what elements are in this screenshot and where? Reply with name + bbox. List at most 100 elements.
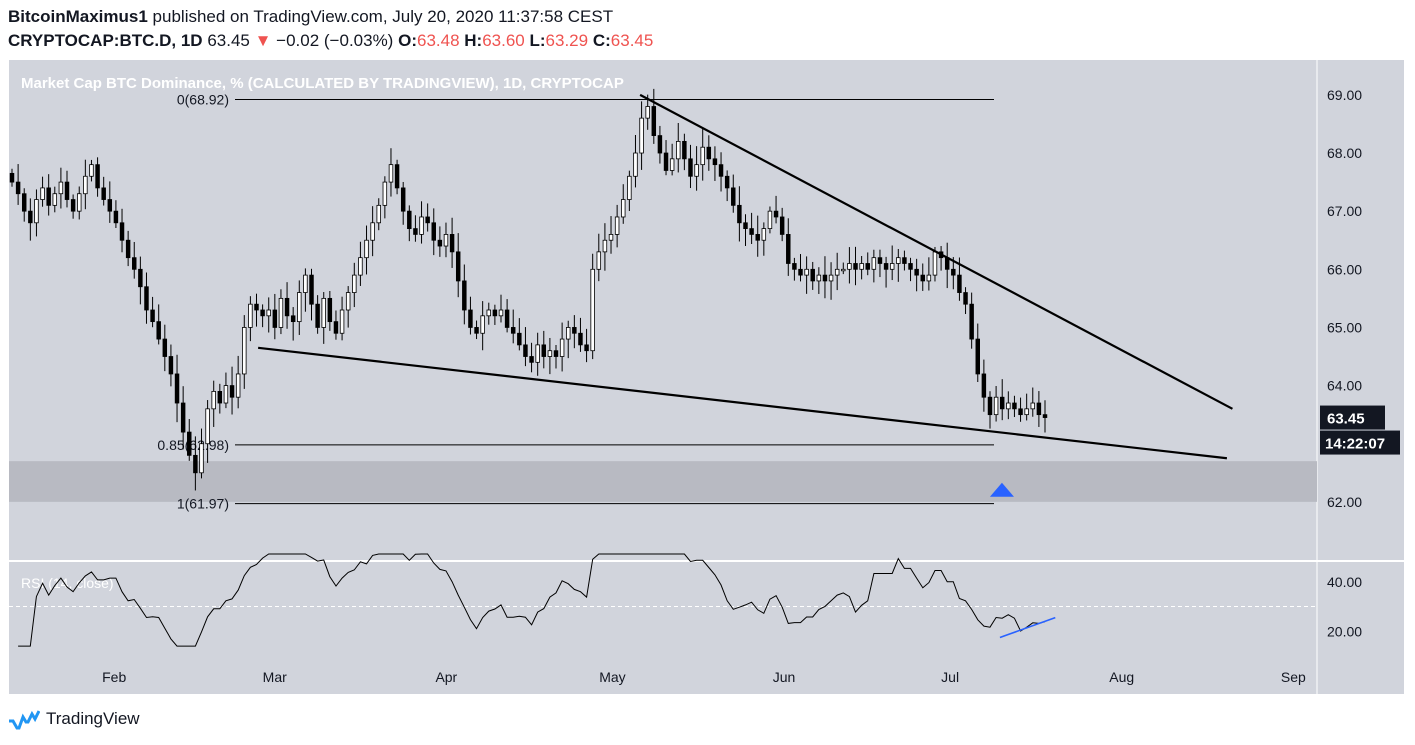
- countdown-tag-text: 14:22:07: [1325, 436, 1385, 453]
- candle-body: [621, 199, 626, 218]
- candle-body: [590, 268, 595, 352]
- candle-body: [290, 315, 296, 323]
- candle-body: [492, 309, 498, 317]
- candle-body: [64, 181, 70, 200]
- candle-body: [889, 263, 895, 270]
- chart-container[interactable]: Market Cap BTC Dominance, % (CALCULATED …: [9, 60, 1404, 699]
- candle-body: [694, 164, 699, 177]
- price-tick-label: 62.00: [1327, 494, 1362, 510]
- open-label: O:: [398, 31, 417, 50]
- candle-body: [657, 135, 663, 154]
- tradingview-brand[interactable]: TradingView: [46, 709, 140, 728]
- candle-body: [364, 239, 369, 259]
- candle-body: [333, 321, 339, 334]
- time-tick-label: Feb: [102, 669, 126, 685]
- candle-body: [345, 292, 351, 311]
- candle-body: [847, 263, 852, 270]
- candle-body: [969, 303, 974, 340]
- candle-body: [205, 408, 210, 445]
- candle-body: [504, 309, 510, 328]
- candle-body: [498, 309, 504, 317]
- candle-body: [46, 187, 51, 206]
- candle-body: [565, 327, 571, 340]
- candle-body: [602, 239, 608, 253]
- candle-body: [700, 146, 705, 166]
- candle-body: [767, 210, 773, 230]
- open-value: 63.48: [416, 31, 460, 50]
- candle-body: [951, 268, 956, 276]
- chart-svg[interactable]: Market Cap BTC Dominance, % (CALCULATED …: [9, 60, 1404, 694]
- candle-body: [407, 210, 412, 230]
- last-price: 63.45: [207, 31, 250, 50]
- candle-body: [737, 204, 742, 224]
- candle-body: [40, 187, 45, 200]
- candle-body: [138, 268, 143, 288]
- candle-body: [278, 297, 284, 328]
- candle-body: [676, 140, 681, 160]
- candle-body: [1006, 402, 1011, 410]
- candle-body: [309, 274, 314, 305]
- candle-body: [804, 268, 809, 276]
- time-tick-label: Sep: [1281, 669, 1306, 685]
- candle-body: [834, 268, 840, 276]
- chart-title: Market Cap BTC Dominance, % (CALCULATED …: [21, 75, 624, 92]
- candle-body: [174, 373, 180, 404]
- candle-body: [987, 396, 993, 416]
- candle-body: [34, 199, 39, 224]
- candle-body: [394, 164, 400, 189]
- candle-body: [883, 263, 889, 270]
- candle-body: [559, 338, 565, 357]
- candle-body: [669, 158, 675, 171]
- candle-body: [95, 164, 100, 189]
- candle-body: [431, 222, 436, 241]
- candle-body: [993, 396, 999, 416]
- candle-body: [816, 274, 822, 282]
- candle-body: [315, 303, 320, 328]
- candle-body: [572, 327, 577, 334]
- candle-body: [645, 106, 650, 119]
- candle-body: [462, 280, 467, 311]
- time-tick-label: Aug: [1109, 669, 1134, 685]
- candle-body: [266, 309, 271, 317]
- candle-body: [688, 158, 693, 177]
- candle-body: [535, 344, 540, 363]
- candle-body: [1018, 408, 1023, 416]
- candle-body: [388, 164, 394, 183]
- candle-body: [83, 175, 88, 195]
- tradingview-logo-icon[interactable]: [8, 708, 40, 730]
- rsi-tick-label: 20.00: [1327, 623, 1362, 639]
- candle-body: [352, 274, 357, 293]
- footer: TradingView: [8, 708, 140, 730]
- candle-body: [896, 257, 901, 264]
- last-price-tag: [1320, 405, 1385, 430]
- symbol-line: CRYPTOCAP:BTC.D, 1D 63.45 ▼ −0.02 (−0.03…: [8, 31, 653, 51]
- candle-body: [902, 257, 907, 264]
- rsi-label: RSI (14, close): [21, 575, 114, 591]
- candle-body: [413, 228, 418, 235]
- candle-body: [810, 268, 815, 282]
- candle-body: [926, 274, 932, 282]
- fib-level-label: 0.85(62.98): [157, 437, 229, 453]
- candle-body: [578, 332, 583, 346]
- candle-body: [77, 193, 82, 212]
- candle-body: [107, 199, 113, 212]
- candle-body: [828, 274, 834, 282]
- candle-body: [455, 251, 461, 282]
- candle-body: [217, 390, 223, 404]
- candle-body: [553, 350, 559, 357]
- candle-body: [584, 344, 589, 352]
- triangle-up-marker-icon: [989, 482, 1014, 497]
- price-tick-label: 65.00: [1327, 319, 1362, 335]
- candle-body: [798, 268, 803, 276]
- fib-level-label: 0(68.92): [177, 92, 229, 108]
- candle-body: [1030, 402, 1036, 410]
- high-label: H:: [464, 31, 483, 50]
- author-name[interactable]: BitcoinMaximus1: [8, 7, 148, 26]
- candle-body: [150, 309, 155, 323]
- last-price-tag-text: 63.45: [1327, 411, 1365, 428]
- candle-body: [749, 228, 754, 235]
- candle-body: [957, 274, 962, 293]
- time-tick-label: May: [599, 669, 625, 685]
- candle-body: [639, 117, 644, 154]
- candle-body: [443, 234, 449, 247]
